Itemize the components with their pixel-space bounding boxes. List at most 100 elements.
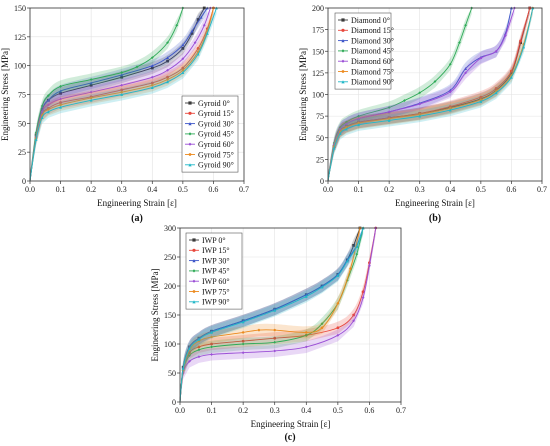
legend-label: IWP 75°	[202, 287, 230, 296]
series-band-7	[180, 228, 364, 402]
data-point-s5-9	[181, 57, 185, 61]
legend-marker	[192, 259, 196, 263]
legend-label: Gyroid 75°	[198, 150, 234, 159]
legend-marker	[341, 28, 345, 32]
x-tick-label: 0.1	[56, 185, 66, 194]
data-point-s7-9	[336, 274, 340, 277]
x-tick-label: 0.4	[445, 185, 455, 194]
data-point-s2-8	[336, 326, 340, 330]
data-point-s6-9	[494, 89, 498, 93]
data-point-s7-9	[181, 71, 185, 74]
data-point-s5-2	[40, 110, 44, 114]
data-point-s7-1	[34, 138, 38, 141]
x-tick-label: 0.7	[396, 406, 406, 415]
legend-marker	[188, 111, 192, 115]
x-tick-label: 0.2	[384, 185, 394, 194]
x-tick-label: 0.6	[506, 185, 516, 194]
legend-marker	[341, 59, 345, 63]
x-tick-label: 0.5	[476, 185, 486, 194]
data-point-s3-11	[199, 15, 203, 19]
data-point-s7-4	[59, 105, 62, 109]
x-tick-label: 0.5	[333, 406, 343, 415]
data-point-s2-9	[181, 66, 185, 70]
y-tick-label: 250	[164, 253, 176, 262]
legend-marker	[341, 18, 345, 22]
data-point-s5-3	[46, 103, 50, 107]
data-point-s4-7	[135, 65, 139, 69]
legend-label: IWP 45°	[202, 267, 230, 276]
panel-label: (b)	[429, 213, 441, 224]
data-point-s5-11	[202, 23, 206, 27]
legend-marker	[192, 300, 196, 304]
series-band-5	[30, 8, 211, 181]
data-point-s1-8	[166, 59, 169, 63]
data-point-s2-9	[494, 87, 498, 90]
data-point-s1-6	[120, 75, 124, 79]
x-tick-label: 0.3	[270, 406, 280, 415]
data-point-s6-5	[387, 117, 391, 120]
series-band-3	[180, 228, 364, 402]
data-point-s5-3	[197, 355, 201, 359]
data-point-s6-4	[210, 335, 213, 339]
data-point-s5-2	[188, 360, 191, 363]
legend-label: Gyroid 0°	[198, 99, 230, 108]
legend-marker	[192, 269, 196, 273]
data-point-s2-4	[210, 342, 213, 346]
y-tick-label: 100	[14, 62, 26, 71]
data-point-s3-8	[166, 56, 169, 59]
y-tick-label: 200	[164, 282, 176, 291]
legend: Diamond 0°Diamond 15°Diamond 30° Diamond …	[334, 12, 394, 90]
data-point-s3-6	[120, 73, 124, 77]
data-point-s5-2	[338, 127, 342, 131]
data-point-s7-5	[241, 320, 245, 324]
legend-label: Diamond 90°	[351, 78, 394, 87]
chart-panel-1: 0.0 0.1 0.2 0.3 0.4 0.5 0.6 0.7 0 25 50 75 100 125 150…	[0, 4, 249, 224]
data-point-s5-5	[89, 90, 93, 94]
legend-marker	[341, 39, 345, 43]
data-point-s2-6	[273, 336, 277, 340]
data-point-s6-5	[241, 331, 245, 334]
panel-label: (a)	[131, 213, 143, 224]
data-point-s7-6	[120, 93, 124, 96]
x-axis-label: Engineering Strain [ε]	[97, 198, 177, 208]
data-point-s5-10	[193, 41, 197, 44]
data-point-s3-7	[304, 293, 308, 297]
data-point-s6-6	[418, 112, 422, 116]
data-point-s6-5	[89, 96, 93, 100]
data-point-s7-4	[357, 123, 360, 127]
x-tick-label: 0.4	[301, 406, 311, 415]
data-point-s7-8	[166, 80, 169, 84]
data-point-s2-5	[241, 339, 245, 343]
data-point-s5-10	[494, 49, 498, 53]
x-tick-label: 0.7	[537, 185, 547, 194]
y-tick-label: 150	[312, 47, 324, 56]
chart-panel-2: 0.0 0.1 0.2 0.3 0.4 0.5 0.6 0.7 0 25 50 75 100 125 150…	[298, 4, 547, 224]
data-point-s2-10	[510, 69, 513, 73]
data-point-s4-6	[273, 340, 277, 344]
series-band-3	[30, 8, 208, 181]
chart-panel-3: 0.0 0.1 0.2 0.3 0.4 0.5 0.6 0.7 0 50 100 150 200 250 3…	[150, 224, 406, 443]
legend-label: Diamond 45°	[351, 47, 394, 56]
data-point-s7-3	[197, 337, 201, 341]
legend-label: Gyroid 15°	[198, 109, 234, 118]
data-point-s2-9	[352, 313, 356, 317]
data-point-s7-11	[522, 45, 526, 49]
legend-label: IWP 0°	[202, 236, 226, 245]
data-point-s4-2	[338, 125, 342, 129]
x-axis-label: Engineering Strain [ε]	[251, 419, 331, 429]
legend-marker	[192, 248, 196, 252]
legend-marker	[192, 289, 196, 293]
x-tick-label: 0.6	[208, 185, 218, 194]
data-point-s7-11	[205, 31, 209, 35]
y-tick-label: 50	[316, 134, 324, 143]
data-point-s1-11	[352, 244, 356, 247]
data-point-s5-4	[210, 353, 213, 356]
data-point-s5-10	[361, 296, 365, 299]
legend: IWP 0°IWP 15°IWP 30° IWP 45°IWP 60°IWP 75…	[185, 232, 243, 310]
data-point-s7-6	[418, 114, 422, 118]
data-point-s5-8	[464, 71, 467, 75]
data-point-s4-5	[89, 78, 93, 81]
data-point-s6-9	[320, 326, 324, 329]
data-point-s4-8	[320, 322, 324, 326]
